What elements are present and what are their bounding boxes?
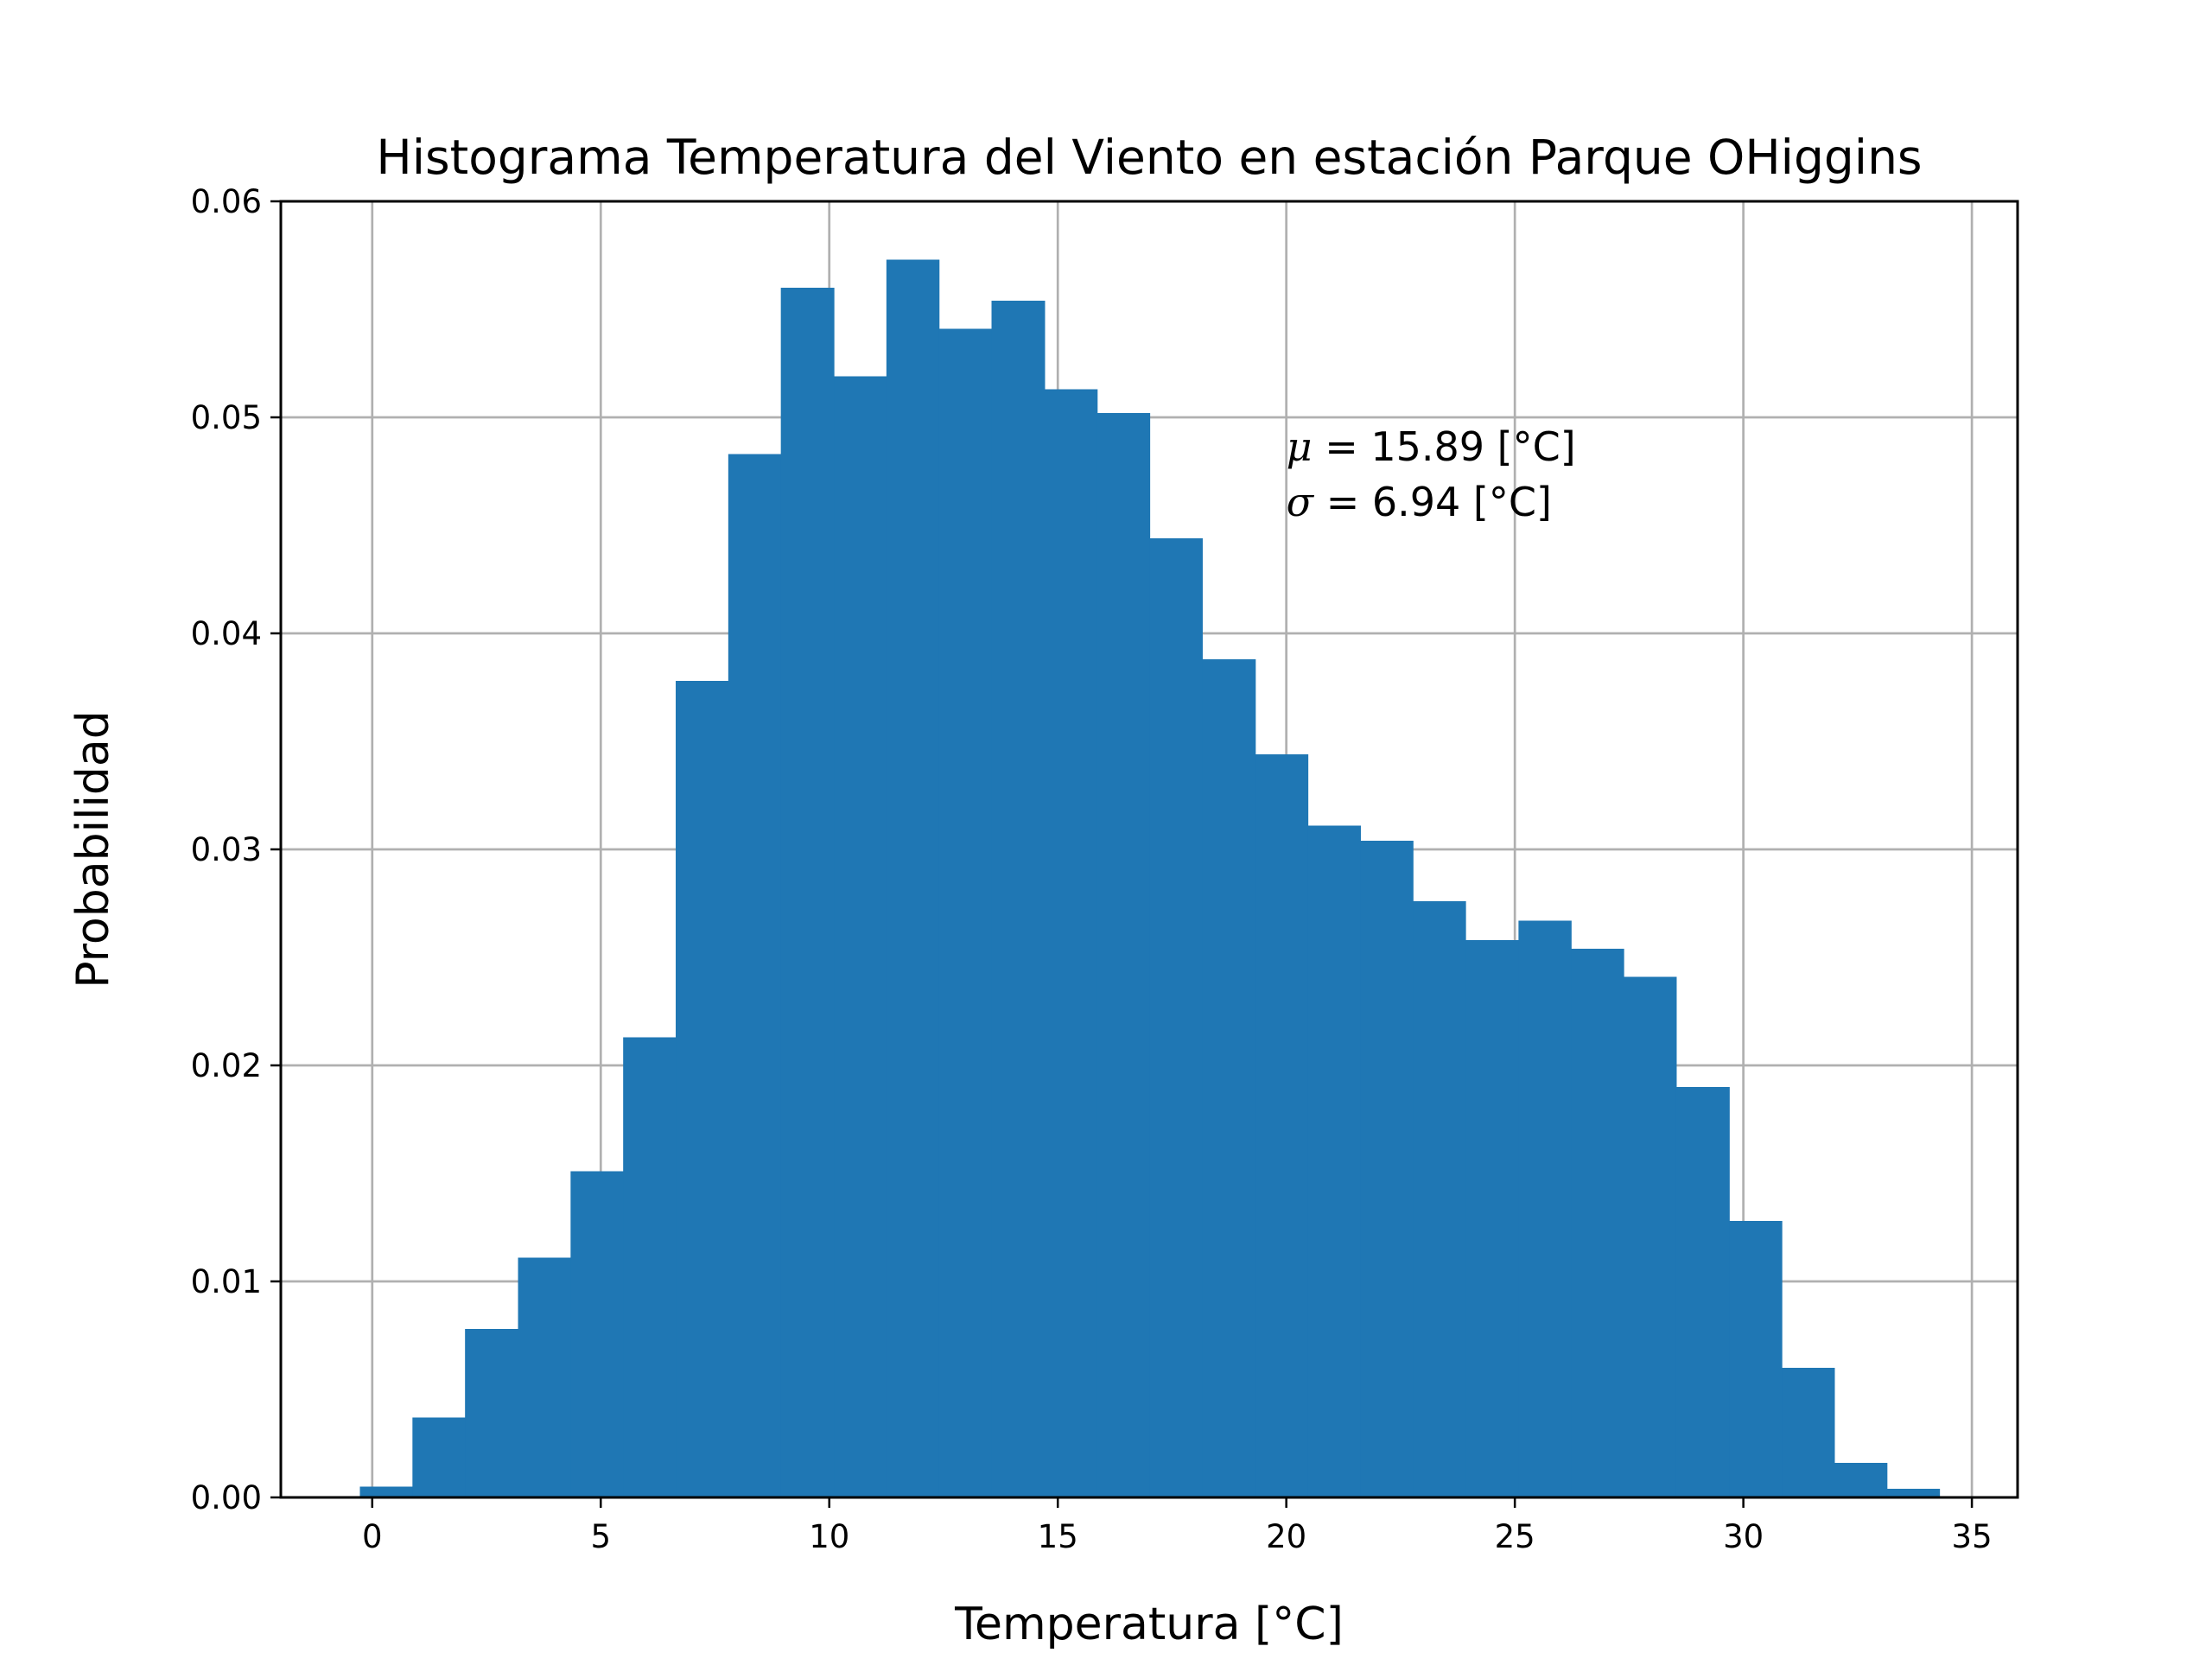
x-tick-label: 5 [590,1518,611,1555]
histogram-bar [518,1257,571,1497]
y-tick-label: 0.06 [191,183,262,220]
y-tick-label: 0.00 [191,1479,262,1516]
histogram-bar [1149,538,1203,1497]
y-tick-label: 0.01 [191,1263,262,1300]
histogram-bar [1834,1463,1888,1497]
x-tick-label: 0 [362,1518,383,1555]
histogram-bar [1202,659,1256,1497]
histogram-bar [1518,920,1572,1497]
sigma-value: = 6.94 [°C] [1313,479,1552,525]
sigma-symbol: σ [1287,479,1315,525]
histogram-bar [1413,901,1466,1497]
histogram-bar [938,328,993,1497]
x-tick-label: 15 [1038,1518,1078,1555]
histogram-bars [359,259,1941,1497]
histogram-bar [676,681,729,1497]
y-tick-label: 0.04 [191,615,262,652]
histogram-bar [1782,1368,1835,1497]
y-tick-label: 0.02 [191,1047,262,1084]
mean-annotation: μ = 15.89 [°C] [1287,423,1576,470]
histogram-bar [1360,841,1414,1497]
histogram-bar [570,1171,624,1497]
y-tick-label: 0.03 [191,831,262,868]
histogram-bar [1307,825,1361,1497]
mu-symbol: μ [1287,423,1313,470]
histogram-bar [1571,949,1624,1497]
y-tick-label: 0.05 [191,399,262,436]
histogram-bar [1886,1489,1941,1497]
histogram-bar [1255,754,1309,1497]
x-tick-label: 10 [809,1518,849,1555]
histogram-bar [1729,1221,1783,1497]
x-tick-label: 30 [1723,1518,1764,1555]
axis-ticks: 0 5 10 15 20 25 30 35 0.00 0.01 0.02 0.03 0.04 0.05 0.… [191,183,1993,1555]
histogram-bar [780,288,835,1497]
x-tick-label: 20 [1266,1518,1306,1555]
histogram-bar [1044,389,1098,1497]
x-axis-title: Temperatura [°C] [954,1599,1344,1650]
histogram-bar [834,376,887,1497]
histogram-bar [412,1417,466,1497]
histogram-bar [1624,976,1677,1497]
chart-title: Histograma Temperatura del Viento en est… [376,130,1922,185]
histogram-bar [1675,1087,1730,1497]
histogram-bar [623,1037,677,1497]
histogram-bar [465,1329,519,1497]
histogram-bar [991,301,1046,1497]
histogram-bar [1465,940,1519,1497]
y-axis-title: Probabilidad [67,710,119,988]
x-tick-label: 35 [1952,1518,1993,1555]
histogram-bar [1096,413,1151,1497]
mu-value: = 15.89 [°C] [1313,423,1576,470]
x-tick-label: 25 [1495,1518,1535,1555]
histogram-bar [359,1486,413,1497]
std-annotation: σ = 6.94 [°C] [1287,479,1552,525]
histogram-bar [886,259,940,1497]
histogram-bar [728,454,782,1497]
